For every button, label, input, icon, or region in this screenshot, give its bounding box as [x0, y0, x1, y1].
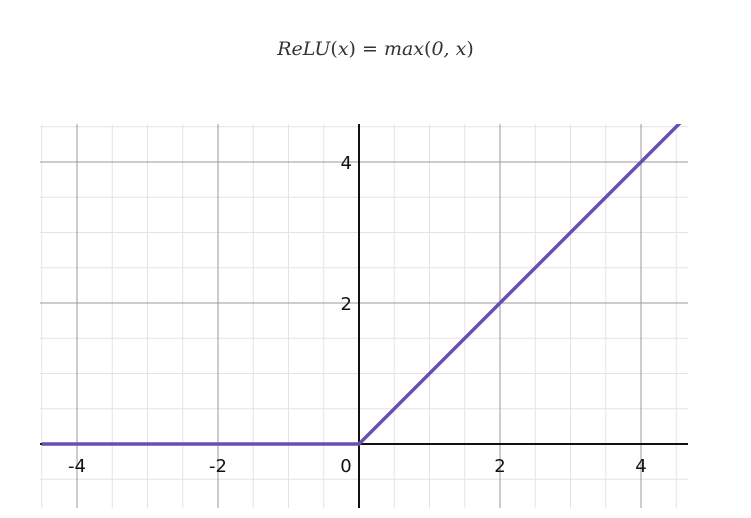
formula-lhs: ReLU: [277, 38, 331, 60]
x-tick-label: -4: [68, 456, 86, 477]
x-tick-label: -2: [209, 456, 227, 477]
series-layer: [41, 124, 682, 446]
x-tick-label: 2: [494, 456, 505, 477]
major-grid: [40, 124, 688, 508]
tick-labels: -4 -2 0 2 4 2 4: [68, 153, 647, 477]
x-tick-label: 0: [340, 456, 351, 477]
formula-rhs-fn: max: [383, 38, 425, 60]
x-tick-label: 4: [635, 456, 646, 477]
minor-grid: [40, 124, 688, 508]
y-tick-label: 2: [341, 294, 352, 315]
series-line-0: [41, 124, 682, 446]
formula-arg: x: [337, 38, 349, 60]
y-tick-label: 4: [341, 153, 352, 174]
axes: [40, 124, 688, 508]
relu-formula: ReLU(x) = max(0, x): [277, 38, 474, 60]
formula-rhs-args: 0, x: [431, 38, 467, 60]
